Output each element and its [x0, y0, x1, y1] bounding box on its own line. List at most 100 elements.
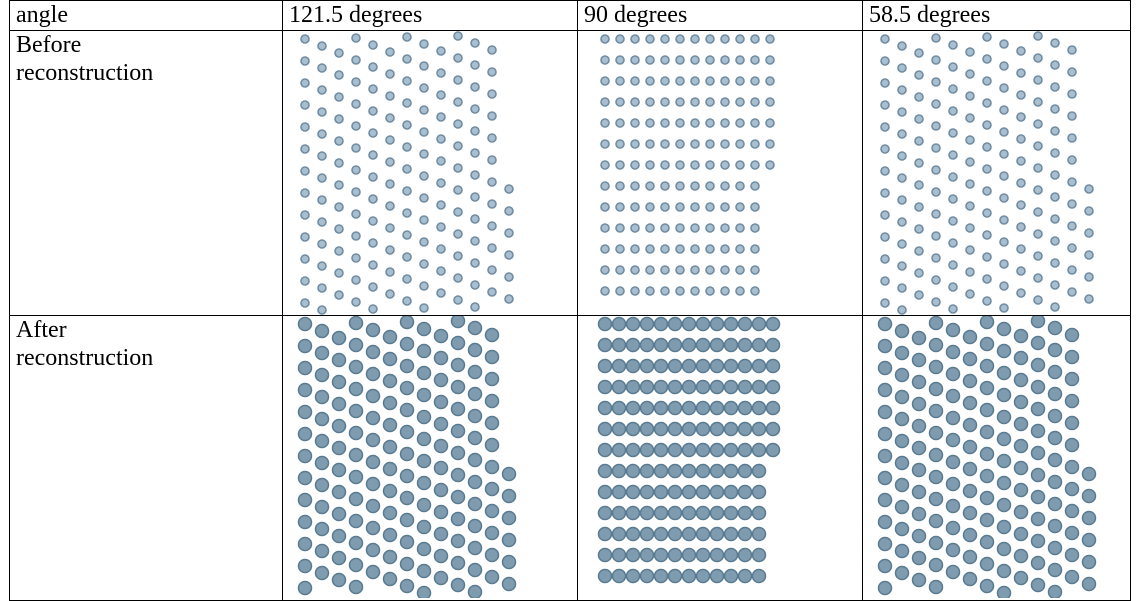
atom: [487, 111, 497, 121]
atom: [751, 547, 767, 563]
atom: [399, 402, 415, 418]
atom: [735, 160, 745, 170]
atom: [419, 39, 429, 49]
atom: [317, 41, 327, 51]
atom: [720, 223, 730, 233]
atom: [453, 163, 463, 173]
atom: [467, 408, 483, 424]
atom: [487, 155, 497, 165]
atom: [597, 442, 613, 458]
atom: [317, 283, 327, 293]
atom: [982, 274, 992, 284]
atom: [914, 246, 924, 256]
atom: [880, 298, 890, 308]
atom: [737, 463, 753, 479]
atom: [600, 118, 610, 128]
atom: [931, 231, 941, 241]
atom: [600, 244, 610, 254]
atom: [331, 440, 347, 456]
atom-image: [300, 31, 514, 315]
atom: [709, 337, 725, 353]
atom: [416, 475, 432, 491]
atom: [894, 323, 910, 339]
atom: [880, 34, 890, 44]
atom: [453, 273, 463, 283]
atom: [467, 320, 483, 336]
atom: [751, 526, 767, 542]
atom: [765, 97, 775, 107]
atom: [675, 244, 685, 254]
atom: [931, 143, 941, 153]
atom: [382, 571, 398, 587]
atom: [487, 199, 497, 209]
atom: [399, 336, 415, 352]
atom: [630, 286, 640, 296]
atom: [348, 359, 364, 375]
atom: [615, 139, 625, 149]
atom: [675, 202, 685, 212]
atom: [470, 236, 480, 246]
atom: [382, 483, 398, 499]
atom: [765, 421, 781, 437]
atom: [667, 484, 683, 500]
atom: [314, 323, 330, 339]
atom: [1013, 526, 1029, 542]
atom: [751, 379, 767, 395]
atom: [1050, 258, 1060, 268]
atom: [433, 526, 449, 542]
atom: [1064, 349, 1080, 365]
image-cell: [282, 30, 578, 316]
atom: [600, 286, 610, 296]
atom: [1067, 45, 1077, 55]
atom: [720, 139, 730, 149]
atom: [897, 85, 907, 95]
atom: [467, 342, 483, 358]
atom: [765, 76, 775, 86]
atom: [735, 244, 745, 254]
atom: [695, 421, 711, 437]
atom: [630, 265, 640, 275]
atom: [436, 134, 446, 144]
atom: [982, 76, 992, 86]
atom: [365, 366, 381, 382]
atom: [365, 388, 381, 404]
atom: [750, 265, 760, 275]
atom: [965, 91, 975, 101]
atom: [965, 157, 975, 167]
atom: [453, 207, 463, 217]
atom: [385, 289, 395, 299]
atom: [597, 358, 613, 374]
atom: [600, 139, 610, 149]
atom: [1030, 489, 1046, 505]
atom: [433, 438, 449, 454]
atom: [639, 568, 655, 584]
atom: [735, 265, 745, 275]
atom: [948, 238, 958, 248]
atom: [317, 239, 327, 249]
atom: [877, 448, 893, 464]
atom: [487, 67, 497, 77]
atom: [334, 290, 344, 300]
atom: [962, 505, 978, 521]
atom: [433, 570, 449, 586]
atom: [1081, 576, 1097, 592]
atom: [600, 223, 610, 233]
atom: [709, 400, 725, 416]
atom: [751, 442, 767, 458]
atom: [1084, 228, 1094, 238]
atom: [436, 222, 446, 232]
atom: [690, 97, 700, 107]
atom: [297, 426, 313, 442]
atom: [911, 418, 927, 434]
atom: [705, 97, 715, 107]
atom: [750, 139, 760, 149]
atom: [962, 395, 978, 411]
atom: [751, 463, 767, 479]
atom: [911, 528, 927, 544]
atom: [436, 178, 446, 188]
atom: [615, 202, 625, 212]
atom: [501, 488, 517, 504]
atom: [897, 195, 907, 205]
atom: [365, 322, 381, 338]
atom: [709, 526, 725, 542]
